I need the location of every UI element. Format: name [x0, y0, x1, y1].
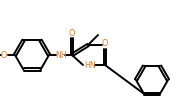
Text: O: O: [1, 50, 7, 59]
Text: O: O: [69, 29, 75, 38]
Text: O: O: [102, 40, 108, 49]
Text: NH: NH: [55, 50, 67, 59]
Text: HN: HN: [84, 61, 96, 70]
